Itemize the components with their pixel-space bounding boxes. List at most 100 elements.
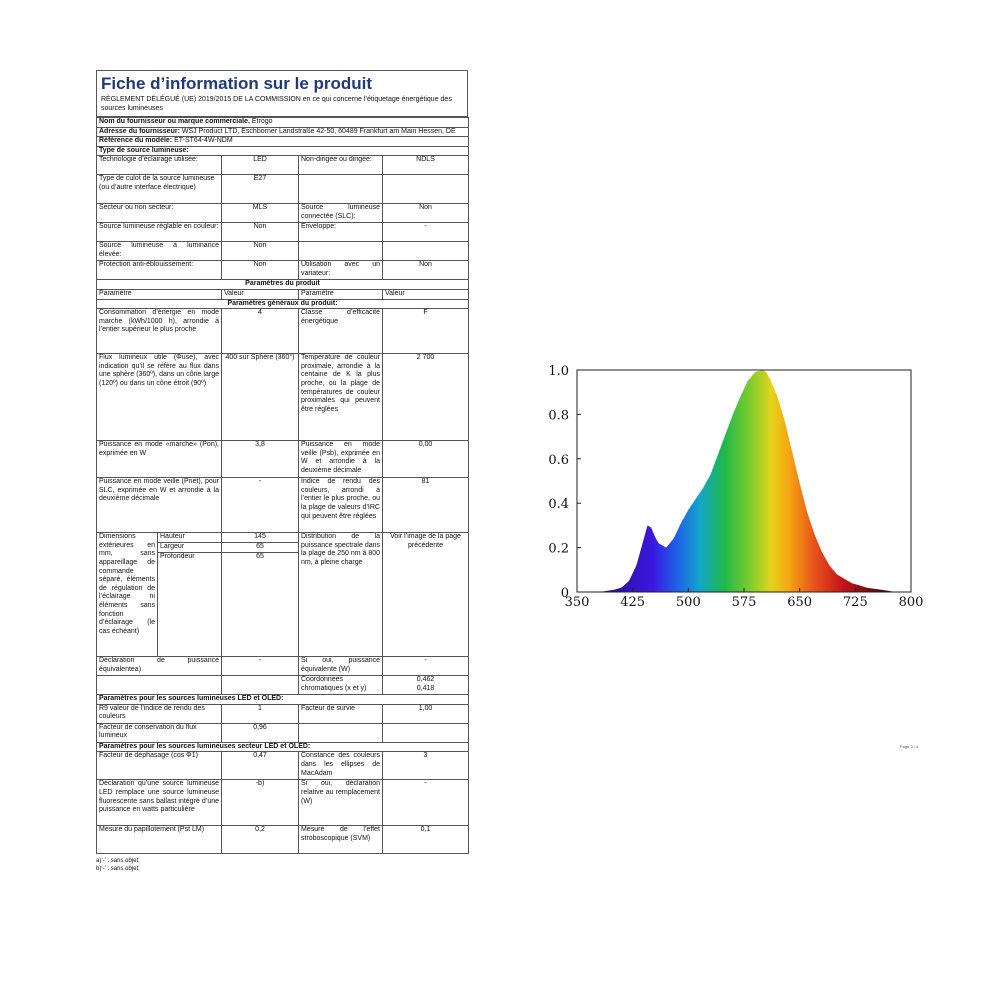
param-cell: Source lumineuse à luminance élevée:	[96, 241, 222, 262]
value-cell: -	[382, 222, 469, 243]
y-tick-label: 0.6	[548, 453, 569, 468]
x-tick-label: 350	[565, 595, 590, 610]
value-cell: Non	[382, 203, 469, 224]
value-cell: 0,47	[221, 751, 299, 781]
value-cell: 0,96	[221, 722, 299, 743]
value-cell: 4	[221, 308, 299, 355]
table-row: Secteur ou non secteur: MLS Source lumin…	[96, 203, 469, 224]
led-header-row: Paramètres pour les sources lumineuses L…	[96, 694, 469, 705]
param-cell: Température de couleur proximale, arrond…	[298, 353, 383, 442]
table-row: Flux lumineux utile (Φuse), avec indicat…	[96, 353, 469, 442]
params-header-row: Paramètres du produit	[96, 279, 469, 290]
chroma-label: Coordonnées chromatiques (x et y)	[298, 675, 383, 696]
column-header-row: Paramètre Valeur Paramètre Valeur	[96, 288, 469, 300]
supplier-value: Etrogo	[251, 118, 273, 125]
x-tick-label: 425	[620, 595, 645, 610]
supplier-row: Nom du fournisseur ou marque commerciale…	[96, 117, 469, 128]
value-cell: 400 sur Sphère (360°)	[221, 353, 299, 442]
value-cell: Non	[221, 260, 299, 281]
col-value-header: Valeur	[382, 288, 469, 300]
x-tick-label: 500	[676, 595, 701, 610]
product-info-sheet: Fiche d’information sur le produit RÈGLE…	[96, 70, 469, 873]
chroma-value: 0,462 0,418	[382, 675, 469, 696]
value-cell: E27	[221, 174, 299, 205]
address-row: Adresse du fournisseur: WSJ Product LTD,…	[96, 126, 469, 138]
table-row: Puissance en mode veille (Pnet), pour SL…	[96, 477, 469, 534]
footnote-b: b)‘-’ : sans objet;	[96, 866, 140, 873]
param-cell: Mesure de l’effet stroboscopique (SVM)	[298, 825, 383, 855]
param-cell: Classe d’efficacité énergétique	[298, 308, 383, 355]
param-cell: Indice de rendu des couleurs, arrondi à …	[298, 477, 383, 534]
equiv-label: Déclaration de puissance équivalentea)	[96, 656, 222, 677]
value-cell: NDLS	[382, 155, 469, 176]
value-cell: F	[382, 308, 469, 355]
value-cell: 0,2	[221, 825, 299, 855]
param-cell: Type de culot de la source lumineuse (ou…	[96, 174, 222, 205]
value-cell	[382, 722, 469, 743]
spd-value: Voir l’image de la page précédente	[382, 532, 469, 658]
table-row: Source lumineuse à luminance élevée: Non	[96, 241, 469, 262]
param-cell: Flux lumineux utile (Φuse), avec indicat…	[96, 353, 222, 442]
dim-name: Hauteur	[157, 532, 222, 544]
param-cell: Utilisation avec un variateur:	[298, 260, 383, 281]
param-cell: Secteur ou non secteur:	[96, 203, 222, 224]
page-number: Page 3 / 4	[900, 744, 919, 749]
equiv-value: -	[221, 656, 299, 677]
equiv2-label: Si oui, puissance équivalente (W)	[298, 656, 383, 677]
param-cell: Puissance en mode veille (Pnet), pour SL…	[96, 477, 222, 534]
table-row: Protection anti-éblouissement: Non Utili…	[96, 260, 469, 281]
value-cell	[382, 241, 469, 262]
col-value-header: Valeur	[221, 288, 299, 300]
value-cell: -	[382, 779, 469, 827]
param-cell: R9 valeur de l’indice de rendu des coule…	[96, 703, 222, 724]
table-row: Déclaration de puissance équivalentea) -…	[96, 656, 469, 677]
spectrum-chart: 350 425 500 575 650 725 800 0 0.2 0.4 0.6 0.8 1.0	[540, 358, 930, 623]
param-cell	[298, 722, 383, 743]
value-cell: MLS	[221, 203, 299, 224]
table-row: Puissance en mode «marche» (Pon), exprim…	[96, 440, 469, 479]
table-row: Mesure du papillotement (Pst LM) 0,2 Mes…	[96, 825, 469, 855]
param-cell: Facteur de conservation du flux lumineux	[96, 722, 222, 743]
value-cell: 1,00	[382, 703, 469, 724]
x-tick-label: 725	[843, 595, 868, 610]
table-row: Consommation d’énergie en mode marche (k…	[96, 308, 469, 355]
address-label: Adresse du fournisseur:	[99, 127, 180, 135]
dim-name: Largeur	[157, 542, 222, 554]
spectrum-area	[599, 370, 897, 592]
value-cell: 3	[382, 751, 469, 781]
value-cell: Non	[382, 260, 469, 281]
table-row: Technologie d’éclairage utilisée: LED No…	[96, 155, 469, 176]
address-value: WSJ Product LTD, Eschborner Landstraße 4…	[181, 127, 456, 135]
dim-value: 65	[221, 542, 299, 554]
table-row: Type de culot de la source lumineuse (ou…	[96, 174, 469, 205]
table-row: Facteur de conservation du flux lumineux…	[96, 722, 469, 743]
param-cell	[298, 241, 383, 262]
value-cell: LED	[221, 155, 299, 176]
footnote-a: a)‘-’ : sans objet;	[96, 858, 140, 865]
sheet-title: Fiche d’information sur le produit	[101, 74, 373, 93]
dimensions-row: Profondeur 65	[97, 552, 469, 658]
led-header: Paramètres pour les sources lumineuses L…	[96, 694, 469, 705]
general-header-row: Paramètres généraux du produit:	[96, 298, 469, 310]
y-tick-label: 0.4	[548, 497, 569, 512]
table-row: Déclaration qu’une source lumineuse LED …	[96, 779, 469, 827]
type-header: Type de source lumineuse:	[96, 145, 469, 157]
x-tick-label: 800	[899, 595, 924, 610]
model-value: ET-ST64-4W-NDM	[174, 137, 233, 145]
table-row: Source lumineuse réglable en couleur: No…	[96, 222, 469, 243]
col-param-header: Paramètre	[96, 288, 222, 300]
x-tick-label: 650	[787, 595, 812, 610]
y-tick-label: 0	[561, 586, 569, 601]
value-cell: 0,00	[382, 440, 469, 479]
type-header-row: Type de source lumineuse:	[96, 145, 469, 157]
model-row: Référence du modèle: ET-ST64-4W-NDM	[96, 136, 469, 147]
equiv2-value: -	[382, 656, 469, 677]
value-cell	[382, 174, 469, 205]
value-cell: 0,1	[382, 825, 469, 855]
col-param-header: Paramètre	[298, 288, 383, 300]
value-cell: 81	[382, 477, 469, 534]
mains-header-row: Paramètres pour les sources lumineuses s…	[96, 741, 469, 753]
model-label: Référence du modèle:	[99, 137, 173, 145]
param-cell: Enveloppe:	[298, 222, 383, 243]
general-header: Paramètres généraux du produit:	[96, 298, 469, 310]
